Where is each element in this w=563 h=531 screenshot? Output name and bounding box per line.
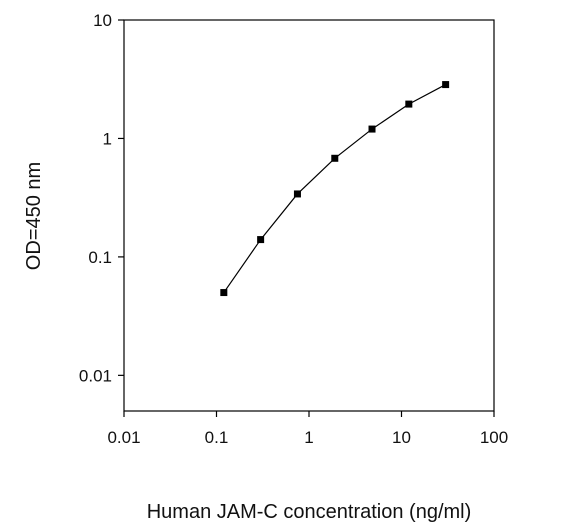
x-axis-ticks: 0.01 0.1 1 10 100 (107, 411, 508, 447)
data-point (368, 125, 376, 133)
data-point (442, 81, 450, 89)
y-tick-label: 10 (93, 11, 112, 30)
data-point (220, 289, 228, 297)
x-tick-label: 10 (392, 428, 411, 447)
series-line (223, 84, 446, 293)
x-axis-title: Human JAM-C concentration (ng/ml) (147, 501, 472, 523)
plot-frame (123, 19, 495, 412)
data-point (405, 100, 413, 108)
data-point (293, 190, 301, 198)
data-point (257, 236, 265, 244)
x-tick-label: 0.1 (205, 428, 229, 447)
y-tick-label: 0.01 (79, 366, 112, 385)
y-tick-label: 0.1 (88, 248, 112, 267)
x-tick-label: 0.01 (107, 428, 140, 447)
y-tick-label: 1 (103, 129, 112, 148)
x-tick-label: 100 (480, 428, 508, 447)
x-tick-label: 1 (304, 428, 313, 447)
data-point (331, 154, 339, 162)
series-layer (220, 81, 450, 297)
y-axis-title: OD=450 nm (23, 162, 45, 270)
y-axis-ticks: 0.01 0.1 1 10 (79, 11, 124, 385)
